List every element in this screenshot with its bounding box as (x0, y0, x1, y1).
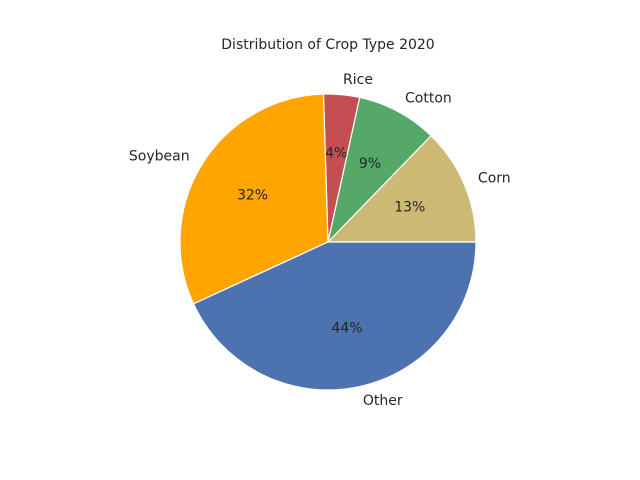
pct-label-cotton: 9% (359, 156, 381, 172)
pie-slice-cotton (327, 96, 432, 243)
pct-label-other: 44% (331, 321, 362, 337)
slice-label-rice: Rice (343, 72, 373, 88)
pie-labels: Corn 13% Cotton 9% Rice 4% Soybean 32% Other 44% (129, 72, 511, 409)
pct-label-soybean: 32% (237, 187, 268, 203)
slice-label-cotton: Cotton (405, 91, 452, 107)
slice-label-soybean: Soybean (129, 148, 190, 164)
pie-slice-corn (327, 135, 477, 243)
slice-label-other: Other (363, 393, 403, 409)
chart-title: Distribution of Crop Type 2020 (221, 37, 434, 53)
pie-slices (179, 93, 477, 391)
pct-label-rice: 4% (325, 146, 347, 162)
pie-slice-other (192, 241, 477, 391)
pct-label-corn: 13% (394, 199, 425, 215)
pie-slice-soybean (179, 93, 329, 305)
slice-label-corn: Corn (478, 171, 511, 187)
